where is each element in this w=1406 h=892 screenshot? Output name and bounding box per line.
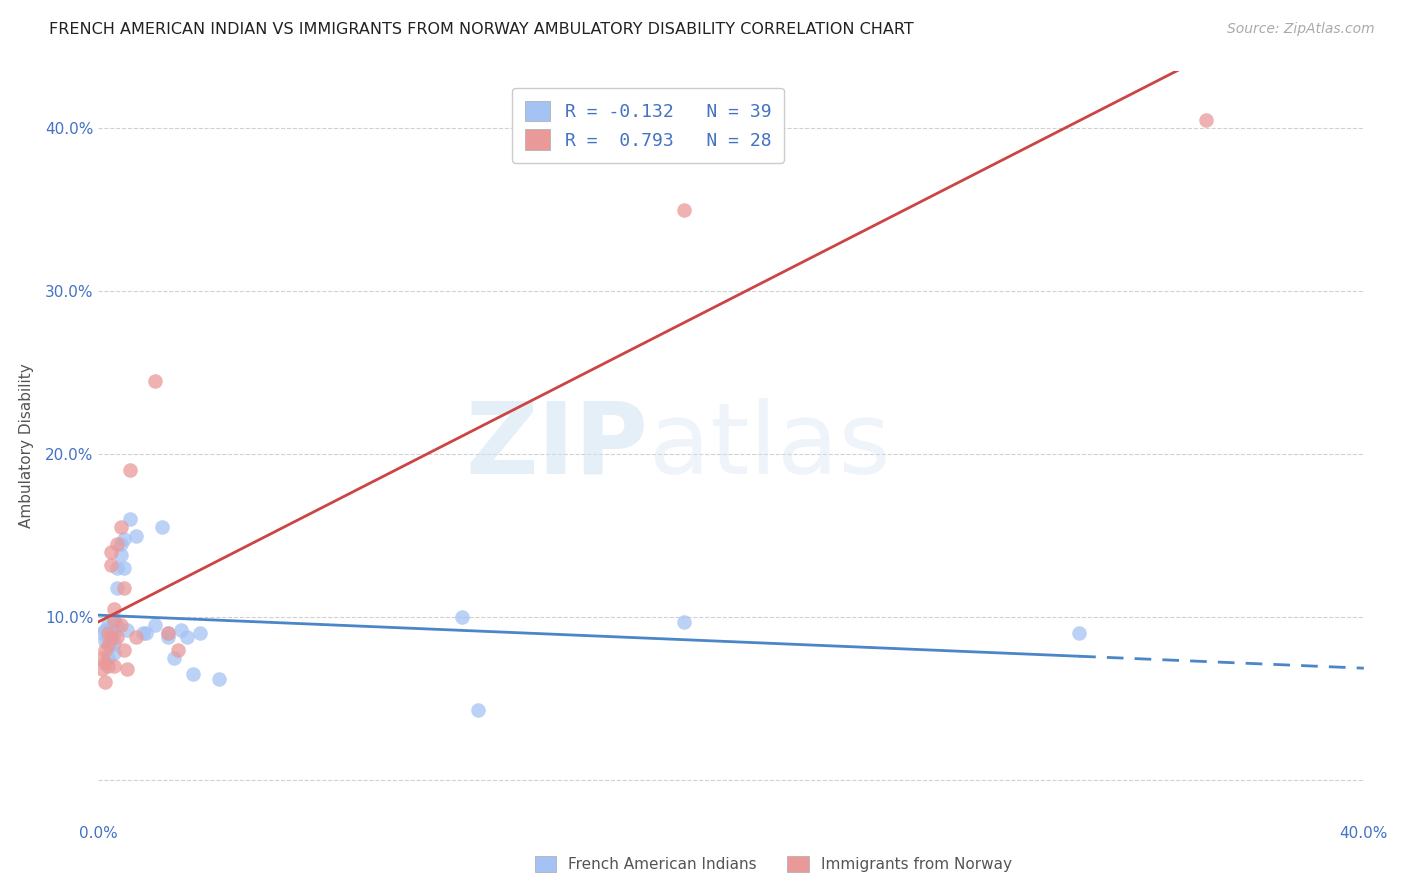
Point (145, 374, 166, 388)
Point (112, 642, 135, 657)
Point (110, 520, 132, 534)
Point (120, 463, 141, 477)
Point (107, 561, 129, 575)
Point (97, 650, 120, 665)
Point (166, 642, 188, 657)
Point (103, 615, 125, 629)
Point (107, 581, 129, 595)
Point (93, 642, 117, 657)
Legend: French American Indians, Immigrants from Norway: French American Indians, Immigrants from… (527, 848, 1019, 880)
Point (157, 626, 180, 640)
Point (467, 703, 489, 717)
Point (157, 630, 180, 644)
Point (169, 623, 191, 637)
Point (93, 634, 117, 648)
Point (103, 613, 125, 627)
Point (107, 618, 129, 632)
Point (125, 528, 148, 542)
Point (100, 630, 122, 644)
Point (93, 656, 117, 670)
Point (125, 630, 148, 644)
Point (90, 662, 112, 676)
Point (120, 512, 141, 526)
Point (97, 638, 120, 652)
Point (115, 662, 138, 676)
Point (672, 615, 695, 629)
Point (103, 659, 125, 673)
Point (112, 532, 135, 546)
Text: FRENCH AMERICAN INDIAN VS IMMIGRANTS FROM NORWAY AMBULATORY DISABILITY CORRELATI: FRENCH AMERICAN INDIAN VS IMMIGRANTS FRO… (49, 22, 914, 37)
Point (132, 626, 155, 640)
Point (97, 618, 120, 632)
Point (100, 622, 122, 636)
Point (451, 610, 474, 624)
Point (1067, 626, 1090, 640)
Point (107, 537, 129, 551)
Y-axis label: Ambulatory Disability: Ambulatory Disability (18, 364, 34, 528)
Legend: R = -0.132   N = 39, R =  0.793   N = 28: R = -0.132 N = 39, R = 0.793 N = 28 (512, 88, 785, 163)
Point (110, 548, 132, 562)
Point (145, 618, 166, 632)
Point (103, 602, 125, 616)
Point (110, 537, 132, 551)
Point (100, 545, 122, 559)
Point (103, 646, 125, 660)
Point (107, 630, 129, 644)
Point (188, 626, 211, 640)
Text: atlas: atlas (648, 398, 890, 494)
Point (163, 650, 186, 665)
Point (90, 626, 112, 640)
Point (103, 626, 125, 640)
Point (100, 640, 122, 654)
Point (1194, 113, 1216, 128)
Point (157, 626, 180, 640)
Point (112, 561, 135, 575)
Point (103, 636, 125, 650)
Point (208, 672, 231, 686)
Point (97, 630, 120, 644)
Text: Source: ZipAtlas.com: Source: ZipAtlas.com (1227, 22, 1375, 37)
Point (97, 659, 120, 673)
Point (93, 675, 117, 690)
Point (100, 558, 122, 572)
Text: ZIP: ZIP (465, 398, 648, 494)
Point (100, 631, 122, 645)
Point (93, 623, 117, 637)
Point (90, 650, 112, 665)
Point (176, 630, 198, 644)
Point (183, 667, 205, 681)
Point (150, 520, 173, 534)
Point (110, 618, 132, 632)
Point (672, 202, 695, 217)
Point (115, 623, 138, 637)
Point (135, 626, 157, 640)
Point (112, 581, 135, 595)
Point (97, 626, 120, 640)
